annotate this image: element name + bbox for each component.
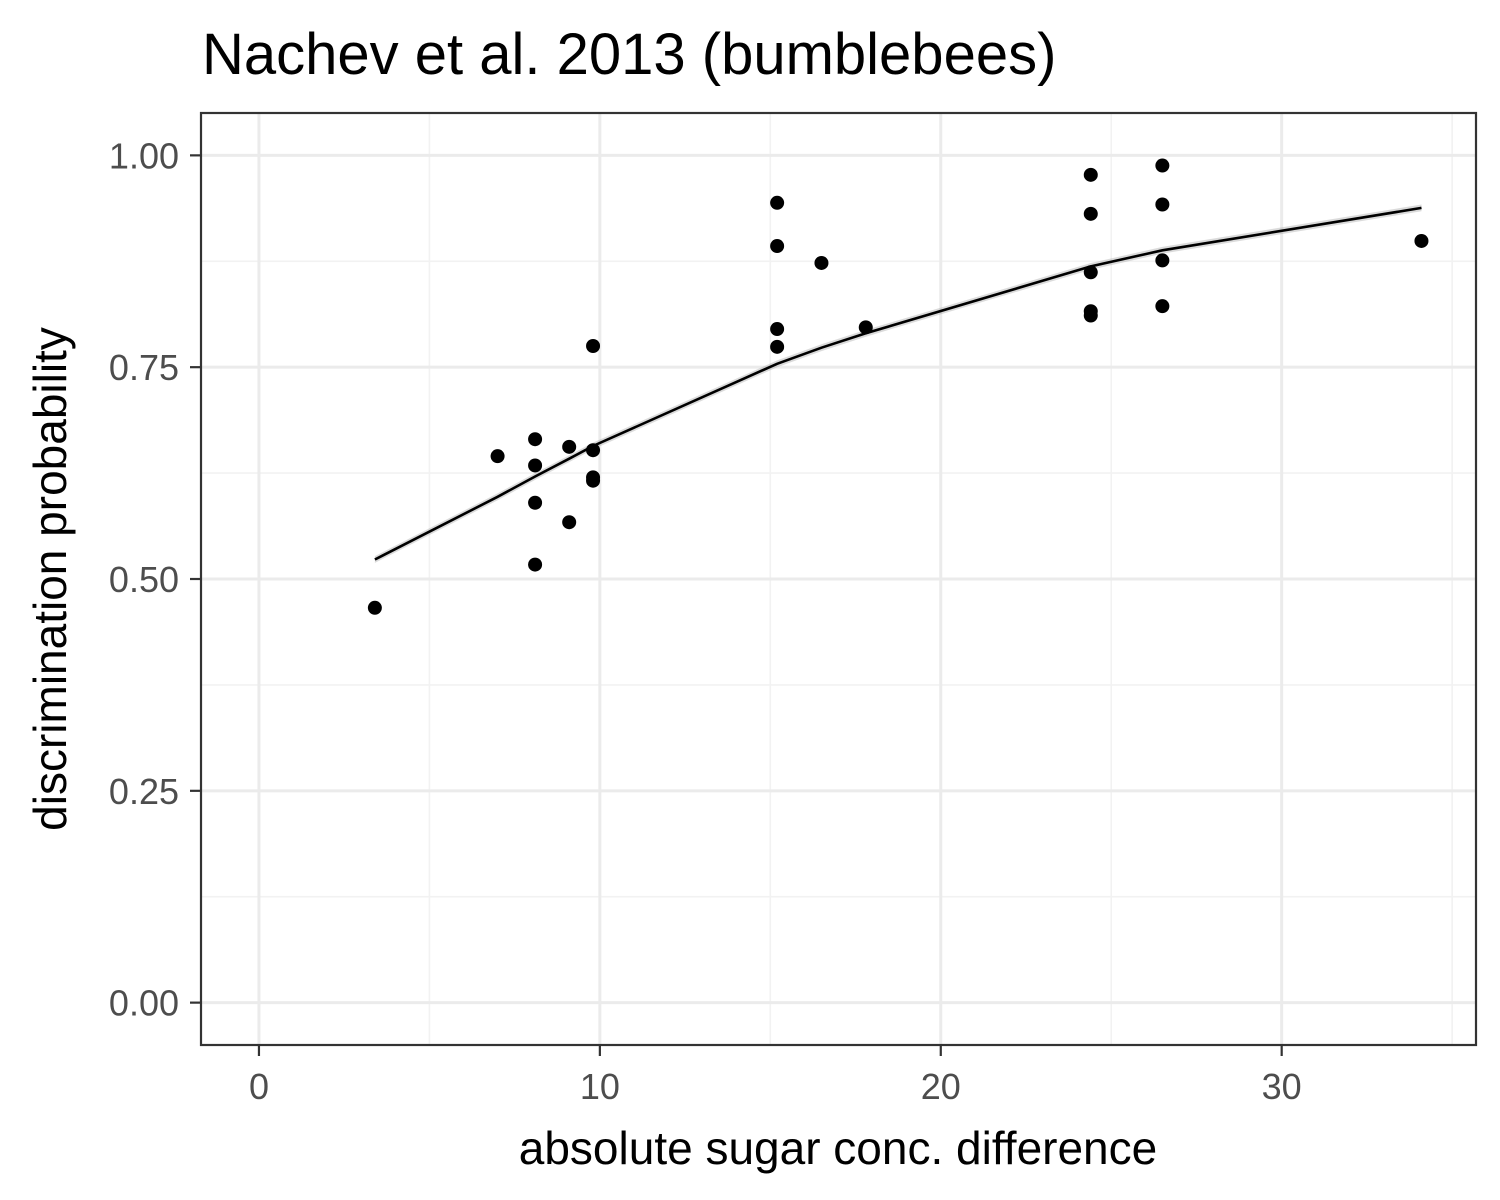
data-point xyxy=(528,432,543,447)
y-tick-label: 0.50 xyxy=(109,559,179,600)
data-point xyxy=(528,495,543,510)
y-tick-label: 1.00 xyxy=(109,135,179,176)
minor-grid xyxy=(201,113,1476,1045)
y-axis-title: discrimination probability xyxy=(24,327,76,831)
data-points xyxy=(367,158,1429,615)
data-point xyxy=(367,600,382,615)
data-point xyxy=(770,339,785,354)
y-tick-label: 0.00 xyxy=(109,983,179,1024)
data-point xyxy=(1083,167,1098,182)
data-point xyxy=(586,443,601,458)
x-axis-title: absolute sugar conc. difference xyxy=(519,1122,1157,1174)
data-point xyxy=(770,322,785,337)
data-point xyxy=(1083,308,1098,323)
data-point xyxy=(586,473,601,488)
data-point xyxy=(1083,265,1098,280)
data-point xyxy=(770,195,785,210)
chart-title: Nachev et al. 2013 (bumblebees) xyxy=(202,22,1056,87)
data-point xyxy=(858,320,873,335)
x-tick-label: 20 xyxy=(921,1066,961,1107)
major-grid xyxy=(201,113,1476,1045)
data-point xyxy=(1083,206,1098,221)
data-point xyxy=(814,255,829,270)
x-tick-label: 30 xyxy=(1262,1066,1302,1107)
x-tick-label: 10 xyxy=(580,1066,620,1107)
fit-confidence-band xyxy=(374,204,1422,563)
fit-line xyxy=(374,206,1422,561)
data-point xyxy=(562,515,577,530)
data-point xyxy=(490,449,505,464)
confidence-band xyxy=(374,204,1422,563)
x-tick-label: 0 xyxy=(249,1066,269,1107)
y-tick-label: 0.75 xyxy=(109,347,179,388)
y-tick-label: 0.25 xyxy=(109,771,179,812)
data-point xyxy=(528,557,543,572)
data-point xyxy=(1414,233,1429,248)
data-point xyxy=(1155,197,1170,212)
data-point xyxy=(562,439,577,454)
y-axis: 0.00 0.25 0.50 0.75 1.00 xyxy=(109,135,201,1024)
fit-line-layer xyxy=(374,206,1422,561)
data-point xyxy=(770,239,785,254)
x-axis: 0 10 20 30 xyxy=(249,1045,1302,1107)
data-point xyxy=(586,339,601,353)
data-point xyxy=(1155,253,1170,268)
data-point xyxy=(1155,158,1170,173)
data-point xyxy=(528,458,543,473)
data-point xyxy=(1155,299,1170,314)
